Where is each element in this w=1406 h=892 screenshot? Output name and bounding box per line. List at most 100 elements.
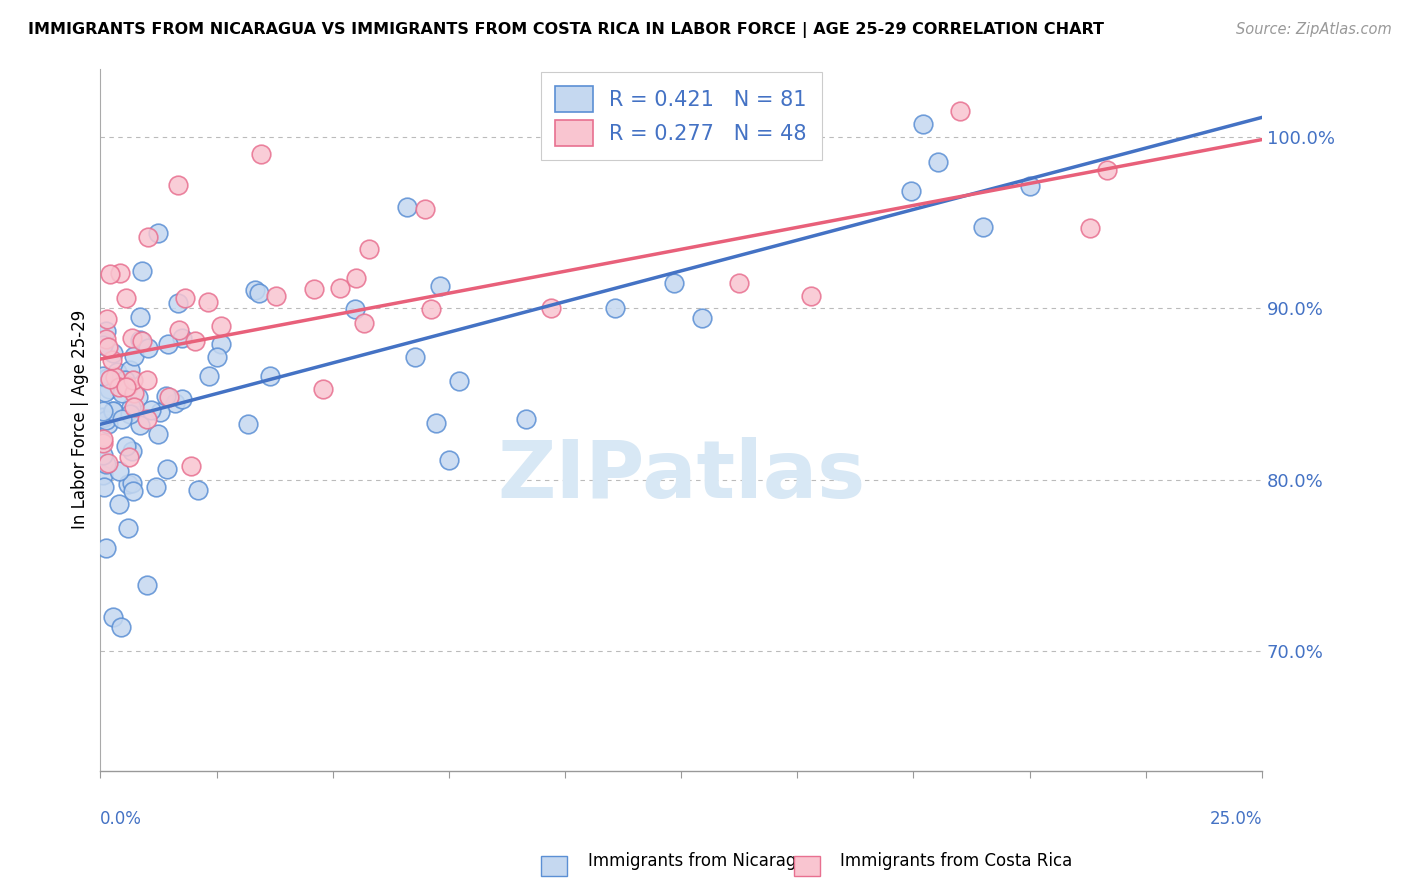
- Point: [122, 400, 145, 414]
- Point: [120, 363, 142, 377]
- Point: [131, 334, 153, 349]
- Text: IMMIGRANTS FROM NICARAGUA VS IMMIGRANTS FROM COSTA RICA IN LABOR FORCE | AGE 25-: IMMIGRANTS FROM NICARAGUA VS IMMIGRANTS …: [28, 22, 1104, 38]
- Point: [128, 333, 150, 347]
- Point: [136, 230, 159, 244]
- Point: [115, 291, 138, 305]
- Point: [115, 380, 138, 394]
- Point: [91, 449, 114, 463]
- Point: [155, 462, 177, 476]
- Point: [91, 409, 114, 424]
- Point: [146, 426, 169, 441]
- Point: [131, 263, 153, 277]
- Point: [1095, 163, 1118, 178]
- Point: [344, 270, 367, 285]
- Point: [122, 373, 145, 387]
- Point: [1078, 220, 1101, 235]
- Point: [117, 521, 139, 535]
- Point: [250, 146, 273, 161]
- Point: [114, 439, 136, 453]
- Point: [167, 295, 190, 310]
- Point: [515, 411, 537, 425]
- Point: [108, 464, 131, 478]
- Point: [927, 155, 949, 169]
- Point: [197, 368, 219, 383]
- Point: [157, 390, 180, 404]
- Y-axis label: In Labor Force | Age 25-29: In Labor Force | Age 25-29: [72, 310, 89, 530]
- Point: [108, 379, 131, 393]
- Point: [111, 412, 134, 426]
- Point: [136, 373, 159, 387]
- Point: [156, 337, 179, 351]
- Point: [121, 476, 143, 491]
- Point: [121, 331, 143, 345]
- Point: [93, 480, 115, 494]
- Point: [104, 370, 127, 384]
- Point: [429, 278, 451, 293]
- Point: [121, 444, 143, 458]
- Text: Immigrants from Nicaragua: Immigrants from Nicaragua: [589, 852, 817, 870]
- Point: [911, 118, 934, 132]
- Point: [1019, 178, 1042, 193]
- Point: [100, 353, 122, 368]
- Point: [136, 411, 159, 425]
- Point: [800, 289, 823, 303]
- Point: [110, 620, 132, 634]
- Legend: R = 0.421   N = 81, R = 0.277   N = 48: R = 0.421 N = 81, R = 0.277 N = 48: [541, 72, 821, 161]
- Point: [129, 418, 152, 433]
- Point: [167, 323, 190, 337]
- Point: [107, 497, 129, 511]
- Point: [96, 312, 118, 326]
- Point: [972, 220, 994, 235]
- Point: [103, 346, 125, 360]
- Point: [91, 334, 114, 349]
- Point: [91, 338, 114, 352]
- Point: [96, 371, 118, 385]
- Point: [396, 200, 419, 214]
- Point: [91, 369, 114, 384]
- Point: [94, 325, 117, 339]
- Point: [415, 202, 437, 216]
- Text: 0.0%: 0.0%: [100, 810, 142, 828]
- Point: [197, 294, 219, 309]
- Point: [139, 402, 162, 417]
- Point: [111, 386, 134, 401]
- Point: [121, 483, 143, 498]
- Point: [94, 384, 117, 399]
- Point: [105, 365, 128, 379]
- Point: [174, 291, 197, 305]
- Point: [264, 289, 287, 303]
- Point: [238, 417, 260, 432]
- Point: [114, 373, 136, 387]
- Point: [117, 379, 139, 393]
- Point: [122, 385, 145, 400]
- Point: [420, 302, 443, 317]
- Point: [120, 401, 142, 415]
- Point: [91, 404, 114, 418]
- Point: [98, 267, 121, 281]
- Point: [425, 416, 447, 430]
- Point: [180, 459, 202, 474]
- Point: [145, 480, 167, 494]
- Point: [91, 432, 114, 446]
- Point: [91, 467, 114, 482]
- Text: ZIPatlas: ZIPatlas: [496, 437, 865, 515]
- Point: [155, 389, 177, 403]
- Point: [184, 334, 207, 349]
- Point: [205, 351, 228, 365]
- Point: [91, 436, 114, 450]
- Point: [118, 450, 141, 464]
- Point: [259, 369, 281, 384]
- Point: [948, 104, 970, 119]
- Point: [129, 310, 152, 325]
- Point: [146, 227, 169, 241]
- Point: [167, 178, 190, 192]
- Point: [127, 391, 149, 405]
- Point: [209, 336, 232, 351]
- Point: [149, 405, 172, 419]
- Point: [136, 341, 159, 355]
- Point: [97, 340, 120, 354]
- Point: [404, 350, 426, 364]
- Point: [136, 578, 159, 592]
- Point: [97, 382, 120, 396]
- Point: [97, 456, 120, 470]
